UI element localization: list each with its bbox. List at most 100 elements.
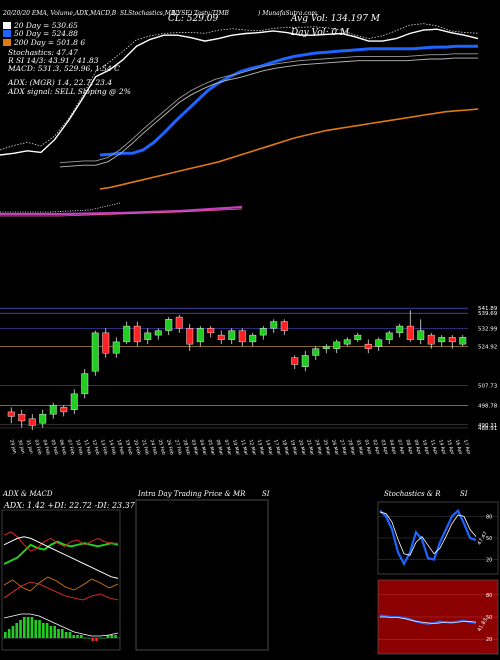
- bull-candle: [165, 319, 173, 331]
- macd-histogram-bar: [11, 626, 15, 638]
- stoch-d-line: [379, 511, 477, 556]
- x-tick-label: 29 Jan: [8, 439, 18, 455]
- x-tick-label: 07 Mar: [223, 439, 233, 456]
- ema50-line: [99, 44, 478, 157]
- x-tick-label: 03 Feb: [33, 439, 43, 456]
- adx-series-line: [3, 536, 119, 579]
- x-tick-label: 03 Apr: [379, 439, 389, 455]
- bear-candle: [406, 325, 414, 340]
- bear-candle: [427, 334, 435, 345]
- macd-histogram-bar: [91, 638, 95, 641]
- macd-histogram-bar: [7, 629, 11, 638]
- macd-histogram-bar: [38, 620, 41, 638]
- bull-candle: [385, 332, 393, 340]
- adx-series-line: [3, 531, 118, 552]
- rsi-level-label: 20: [486, 637, 492, 643]
- bull-candle: [459, 337, 467, 345]
- ema200-line: [99, 108, 479, 190]
- macd-histogram-bar: [72, 635, 76, 638]
- macd-histogram-bar: [42, 623, 45, 638]
- macd-histogram-bar: [15, 623, 19, 638]
- stoch-label: Stochastics: 47.47: [8, 48, 78, 57]
- rsi-level-label: 50: [486, 615, 492, 621]
- macd-histogram-bar: [114, 635, 117, 638]
- ema200-swatch: [3, 39, 11, 46]
- x-tick-label: 11 Mar: [239, 439, 249, 456]
- adx-series-line: [3, 540, 119, 565]
- x-tick-label: 05 Feb: [49, 439, 59, 456]
- stoch-k-line: [379, 508, 477, 567]
- ema20-label: 20 Day = 530.65: [14, 21, 78, 30]
- macd-histogram-bar: [57, 629, 60, 638]
- bull-candle: [270, 321, 278, 329]
- macd-histogram-bar: [45, 623, 49, 638]
- x-tick-label: 10 Mar: [231, 439, 241, 456]
- avg-volume: Avg Vol: 134.197 M: [291, 14, 380, 24]
- x-tick-label: 14 Apr: [437, 439, 447, 455]
- x-tick-label: 11 Apr: [429, 439, 439, 455]
- x-tick-label: 21 Mar: [305, 439, 315, 456]
- macd-histogram-bar: [110, 635, 114, 638]
- x-tick-label: 25 Mar: [322, 439, 332, 456]
- bull-candle: [39, 413, 47, 424]
- macd-overlay-line: [3, 613, 119, 637]
- y-tick-label: 524.92: [478, 345, 497, 351]
- volume-ma-line: [0, 205, 243, 216]
- bull-candle: [322, 346, 330, 349]
- price-line: [0, 28, 479, 156]
- bull-candle: [417, 330, 425, 340]
- bear-candle: [364, 343, 372, 349]
- x-tick-label: 30 Jan: [16, 439, 26, 455]
- x-tick-label: 12 Feb: [91, 439, 101, 456]
- x-tick-label: 05 Mar: [206, 439, 216, 456]
- close-price: CL: 529.09: [168, 14, 219, 24]
- upper-price-indicator-chart: [0, 23, 479, 217]
- bull-candle: [333, 341, 341, 349]
- y-tick-label: 541.89: [478, 306, 498, 312]
- x-tick-label: 18 Feb: [115, 439, 125, 456]
- bear-candle: [102, 332, 110, 354]
- bear-candle: [133, 325, 141, 343]
- x-tick-label: 31 Mar: [355, 439, 365, 456]
- bull-candle: [375, 339, 383, 347]
- x-tick-label: 27 Mar: [338, 439, 348, 456]
- x-tick-label: 17 Mar: [272, 439, 282, 456]
- x-tick-label: 04 Apr: [388, 439, 398, 455]
- x-tick-label: 28 Mar: [346, 439, 356, 456]
- bollinger-lower-line: [59, 57, 478, 168]
- bear-candle: [238, 330, 246, 343]
- x-tick-label: 11 Feb: [82, 439, 92, 456]
- adx-macd-title: ADX & MACD: [3, 490, 53, 498]
- ema50-swatch: [3, 30, 11, 37]
- x-tick-label: 07 Feb: [66, 439, 76, 456]
- stoch-level-label: 20: [486, 558, 492, 564]
- bear-candle: [280, 321, 288, 331]
- macd-histogram-bar: [4, 632, 7, 638]
- x-tick-label: 24 Mar: [313, 439, 323, 456]
- x-tick-label: 26 Mar: [330, 439, 340, 456]
- x-tick-label: 13 Feb: [99, 439, 109, 456]
- bear-candle: [448, 337, 456, 343]
- rsi-signal-line: [380, 616, 477, 625]
- y-tick-label: 507.73: [478, 383, 498, 389]
- bull-candle: [228, 330, 236, 340]
- x-tick-label: 04 Mar: [198, 439, 208, 456]
- x-tick-label: 27 Feb: [173, 439, 183, 456]
- x-tick-label: 09 Apr: [412, 439, 422, 455]
- bull-candle: [123, 325, 131, 343]
- adx-signal-label: ADX signal: SELL Sloping @ 2%: [8, 87, 131, 96]
- x-tick-label: 14 Feb: [107, 439, 117, 456]
- bull-candle: [438, 337, 446, 343]
- macd-histogram-bar: [95, 638, 98, 641]
- x-tick-label: 02 Apr: [371, 439, 381, 455]
- bear-candle: [60, 407, 68, 413]
- macd-histogram-bar: [34, 620, 38, 638]
- macd-line: [3, 581, 119, 601]
- macd-histogram-bar: [26, 617, 30, 638]
- header-site: ) MunafaSutra.com: [258, 10, 317, 17]
- bull-candle: [91, 332, 99, 372]
- bull-candle: [249, 334, 257, 343]
- intraday-title: Intra Day Trading Price & MR: [138, 490, 246, 498]
- volume-ma-line-2: [0, 208, 243, 217]
